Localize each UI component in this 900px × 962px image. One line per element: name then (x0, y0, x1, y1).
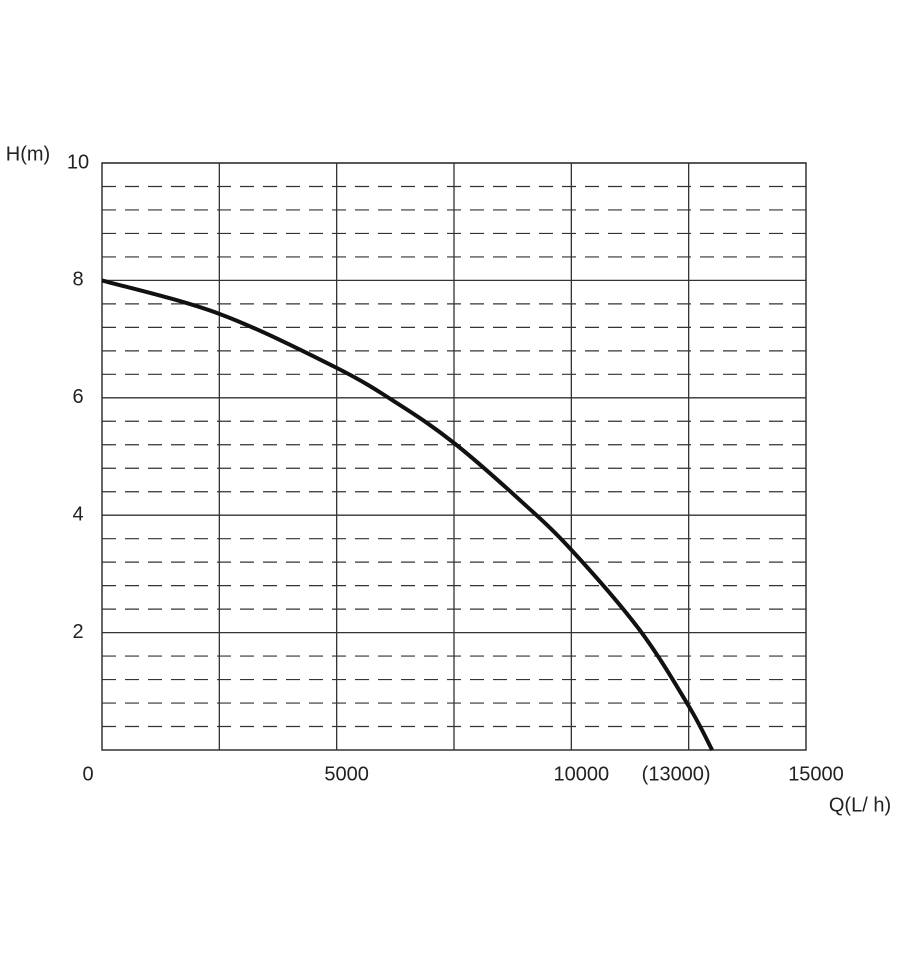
x-tick-label: 0 (82, 763, 93, 785)
y-tick-label: 6 (72, 386, 83, 408)
x-tick-label: (13000) (642, 763, 711, 785)
y-tick-label: 2 (72, 621, 83, 643)
y-tick-label: 10 (67, 151, 89, 173)
x-tick-label: 10000 (554, 763, 610, 785)
x-tick-label: 5000 (324, 763, 369, 785)
x-axis-label: Q(L/ h) (829, 794, 891, 816)
curve (101, 278, 714, 751)
y-axis-label: H(m) (6, 143, 50, 165)
plot-frame (101, 162, 807, 751)
y-tick-label: 4 (72, 503, 83, 525)
y-tick-label: 8 (72, 269, 83, 291)
x-tick-label: 15000 (788, 763, 844, 785)
